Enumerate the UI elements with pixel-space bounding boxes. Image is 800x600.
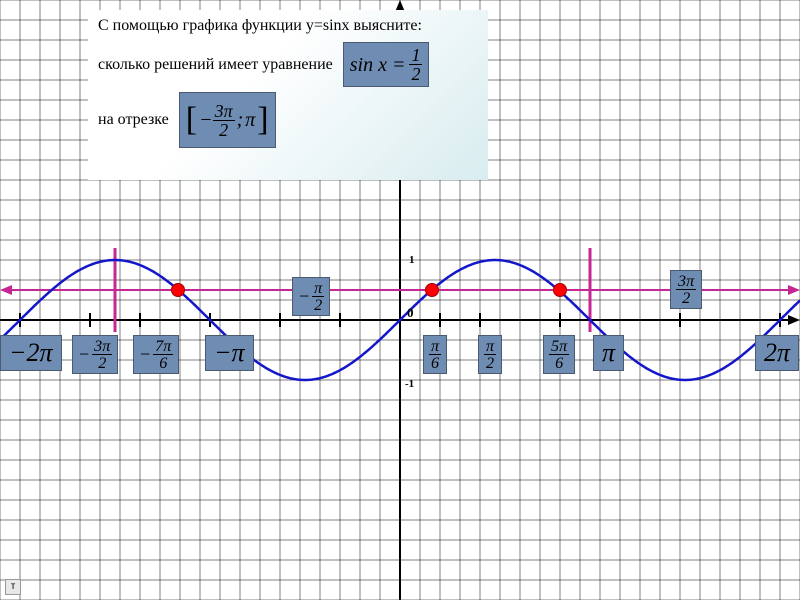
x-label: −7π6 bbox=[133, 335, 179, 374]
x-label: −π bbox=[205, 335, 254, 371]
x-axis-arrow bbox=[788, 315, 800, 325]
half-line-arrow-right bbox=[788, 285, 800, 295]
x-label: −π2 bbox=[292, 277, 330, 316]
label-neg-one: -1 bbox=[405, 378, 414, 390]
equation-box: sin x = 1 2 bbox=[343, 42, 430, 87]
label-zero: 0 bbox=[407, 305, 414, 321]
x-label: 2π bbox=[755, 335, 799, 371]
problem-box: С помощью графика функции y=sinx выяснит… bbox=[88, 10, 488, 180]
label-one: 1 bbox=[409, 254, 415, 266]
x-label: π2 bbox=[478, 335, 502, 374]
t-button[interactable]: т bbox=[5, 579, 21, 595]
x-label: π bbox=[593, 335, 624, 371]
x-label: 3π2 bbox=[670, 270, 702, 309]
x-label: 5π6 bbox=[543, 335, 575, 374]
half-line-arrow-left bbox=[0, 285, 12, 295]
interval-box: [ − 3π 2 ; π ] bbox=[179, 92, 276, 148]
x-label: −2π bbox=[0, 335, 62, 371]
problem-line1: С помощью графика функции y=sinx выяснит… bbox=[98, 15, 422, 37]
problem-line2: сколько решений имеет уравнение bbox=[98, 54, 333, 76]
x-label: −3π2 bbox=[72, 335, 118, 374]
problem-line3: на отрезке bbox=[98, 109, 169, 131]
x-label: π6 bbox=[423, 335, 447, 374]
